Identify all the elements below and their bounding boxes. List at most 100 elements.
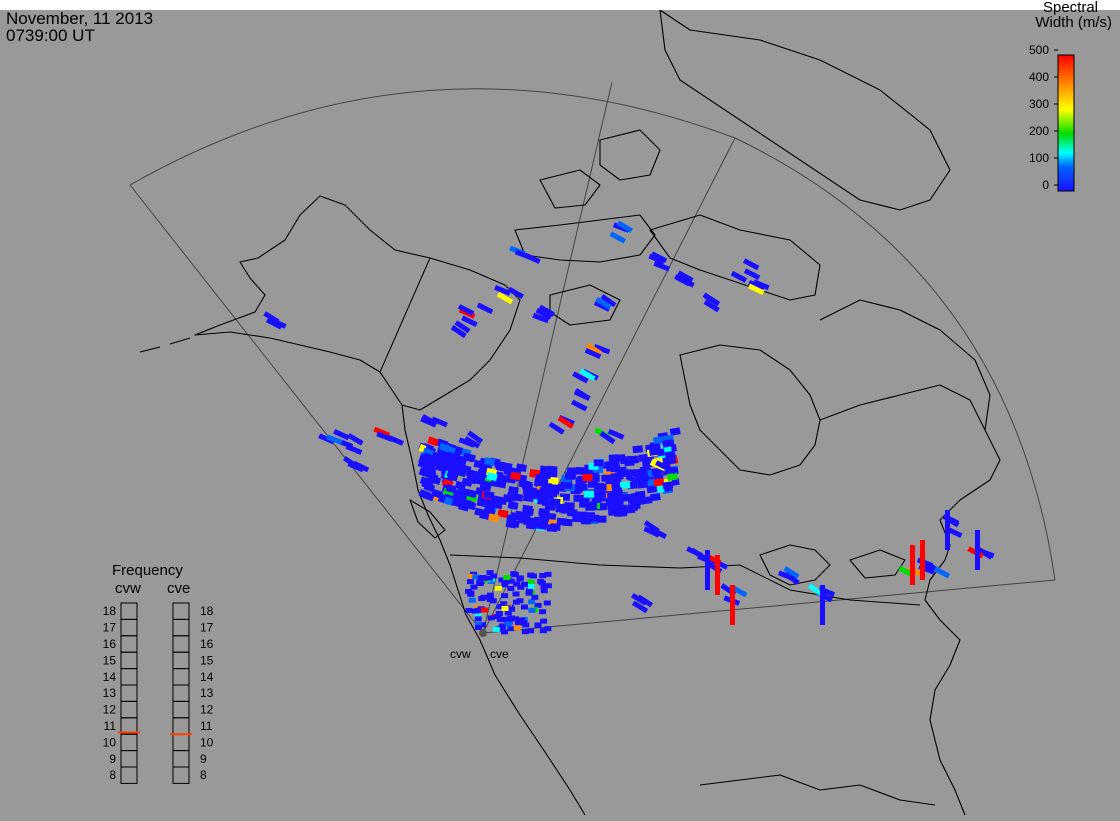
echo-cell (638, 453, 650, 462)
echo-cell (612, 491, 623, 499)
colorbar-gradient (1057, 54, 1075, 192)
echo-cell (483, 497, 495, 507)
echo-cell (933, 566, 951, 579)
echo-cell (977, 548, 995, 559)
frequency-level-label-cvw: 10 (103, 735, 117, 749)
echo-cell (540, 588, 548, 594)
echo-cell (651, 467, 663, 476)
baffin-island (649, 214, 821, 301)
echo-cell (527, 579, 535, 585)
echo-cell (495, 610, 503, 616)
echo-cell (572, 371, 589, 384)
echo-cell (518, 479, 530, 489)
echo-cell (507, 626, 515, 632)
echo-cell (550, 523, 561, 531)
echo-cell (702, 292, 719, 306)
echo-streak (975, 530, 980, 570)
frequency-level-label-cvw: 9 (109, 752, 116, 766)
echo-cell (507, 585, 515, 591)
echo-cell (621, 493, 633, 502)
fov-cvw-inner-edge (482, 137, 736, 634)
echo-cell (516, 598, 524, 604)
echo-cell (520, 604, 528, 610)
echo-cell (474, 507, 486, 517)
echo-cell (555, 505, 566, 513)
echo-cell (585, 342, 603, 356)
echo-cell (333, 429, 350, 441)
echo-cell (514, 620, 522, 626)
echo-cell (548, 421, 565, 435)
echo-cell (665, 456, 677, 465)
echo-cell (496, 292, 514, 305)
echo-cell (593, 459, 604, 467)
echo-cell (501, 582, 509, 588)
echo-cell (593, 300, 611, 312)
echo-streak (705, 550, 710, 590)
echo-cell (517, 584, 525, 590)
echo-cell (564, 472, 576, 480)
echo-cell (743, 268, 761, 281)
echo-cell (666, 472, 678, 482)
echo-cell (595, 296, 612, 310)
echo-cell (540, 584, 548, 590)
echo-cell (522, 622, 530, 628)
echo-cell (496, 604, 504, 610)
echo-cell (474, 472, 487, 483)
echo-cell (536, 521, 548, 530)
header-strip (0, 0, 1120, 10)
echo-cell (470, 584, 478, 590)
echo-cell (512, 581, 520, 587)
echo-cell (423, 482, 436, 493)
echo-streak (730, 585, 735, 625)
echo-cell (497, 509, 509, 519)
echo-cell (500, 601, 508, 607)
frequency-radar-cve: cve (167, 580, 190, 597)
radar-sites: cvw cve (450, 629, 509, 661)
echo-cell (525, 521, 537, 530)
colorbar-tick-label: 400 (1029, 70, 1049, 84)
echo-cell (496, 616, 504, 622)
echo-cell (510, 512, 522, 521)
colorbar: Spectral Width (m/s) 500 400 300 200 100 0 (1029, 0, 1112, 192)
echo-cell (494, 285, 511, 296)
echo-cell (474, 613, 482, 619)
echo-cell (473, 459, 485, 469)
echo-cell (730, 585, 748, 598)
echo-cell (464, 452, 476, 463)
echo-cell (474, 616, 482, 622)
echo-cell (572, 514, 583, 523)
echo-cell (513, 625, 521, 631)
echo-cell (562, 481, 573, 489)
echo-cell (524, 252, 541, 264)
colorbar-tick-label: 300 (1029, 97, 1049, 111)
echo-cell (573, 389, 591, 401)
echo-cell (587, 502, 598, 510)
echo-cell (582, 473, 593, 482)
echo-cell (577, 483, 588, 491)
pacific-coast (401, 404, 586, 816)
echo-cell (655, 460, 672, 473)
echo-cell (527, 583, 535, 589)
echo-cell (531, 594, 539, 600)
echo-cell (454, 480, 467, 491)
radar-label-cvw: cvw (450, 647, 471, 661)
echo-cell (505, 621, 513, 627)
echo-cell (527, 628, 535, 634)
echo-cell (484, 457, 496, 467)
frequency-level-label-cvw: 11 (104, 719, 117, 733)
echo-cell (487, 615, 495, 621)
echo-cell (528, 607, 536, 613)
echo-cell (512, 591, 520, 597)
echo-cell (507, 616, 515, 622)
echo-cell (527, 572, 535, 578)
labrador-coast (819, 299, 991, 431)
echo-cell (633, 497, 645, 506)
echo-streak (945, 510, 950, 550)
echo-cell (539, 628, 547, 634)
echo-cell (543, 600, 551, 606)
frequency-level-label-cvw: 13 (103, 686, 117, 700)
echo-cell (465, 588, 473, 594)
echo-cell (632, 445, 644, 454)
echo-cell (507, 286, 525, 299)
echo-cell (476, 302, 494, 315)
